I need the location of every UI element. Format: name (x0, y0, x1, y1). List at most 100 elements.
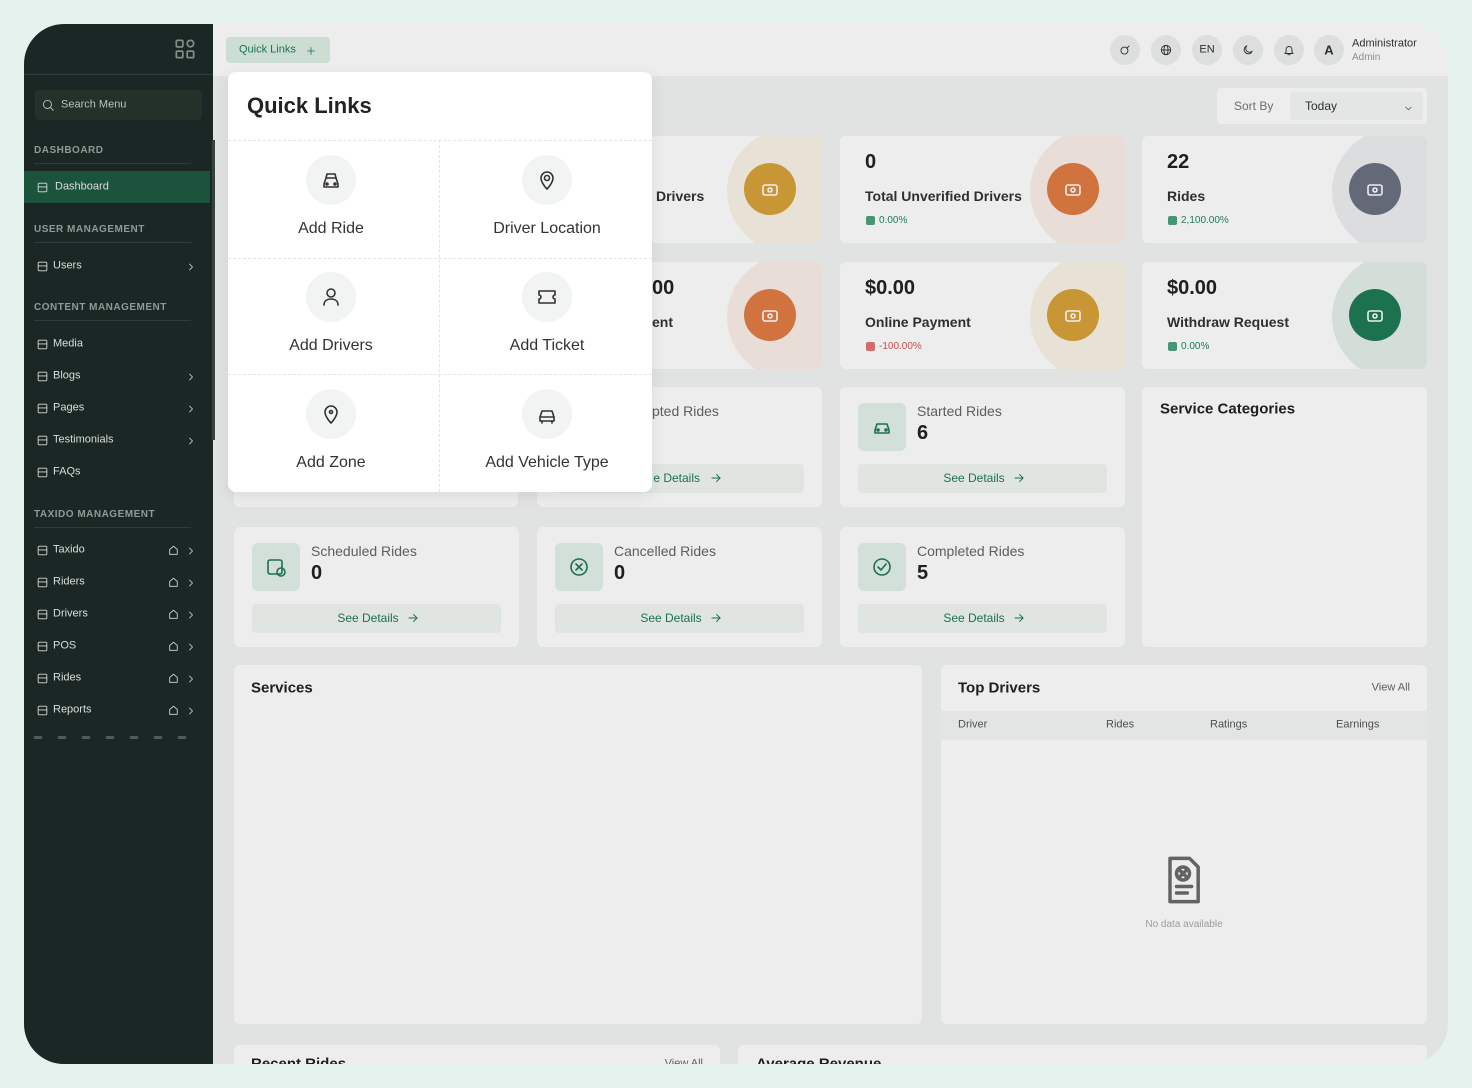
quick-link-label[interactable]: Add Ticket (509, 337, 585, 354)
see-details-button[interactable] (858, 604, 1107, 633)
menu-item[interactable]: Testimonials (53, 433, 114, 446)
popup-divider (228, 374, 652, 375)
see-details[interactable]: See Details (943, 611, 1005, 625)
quick-link-glyph (319, 402, 343, 426)
quick-link-label[interactable]: Driver Location (493, 220, 601, 237)
stat-icon-glyph (1363, 303, 1387, 327)
view-all[interactable]: View All (1371, 681, 1410, 694)
see-details[interactable]: See Details (640, 611, 702, 625)
menu-item[interactable]: Reports (53, 703, 92, 716)
sidebar-cutoff (34, 736, 194, 739)
quick-link-icon[interactable] (306, 155, 356, 205)
popup-divider (228, 140, 652, 141)
stat-label: Withdraw Request (1167, 314, 1289, 330)
see-details[interactable]: See Details (943, 471, 1005, 485)
quick-link-label[interactable]: Add Ride (298, 220, 364, 237)
quick-link-icon[interactable] (522, 272, 572, 322)
arrow (709, 471, 723, 485)
see-details[interactable]: See Details (337, 611, 399, 625)
chevron (185, 370, 197, 382)
stat-icon (1349, 163, 1401, 215)
topbar-icon-button[interactable] (1314, 35, 1344, 65)
search-icon (41, 98, 55, 112)
stat-icon (1047, 163, 1099, 215)
stat-icon (1349, 289, 1401, 341)
module-icon (167, 704, 180, 717)
menu-item[interactable]: Drivers (53, 607, 88, 620)
quick-link-label[interactable]: Add Vehicle Type (485, 454, 609, 471)
menu-item[interactable]: FAQs (53, 465, 81, 478)
view-all[interactable]: View All (664, 1057, 703, 1064)
menu-item[interactable]: Riders (53, 575, 85, 588)
stat-label: Rides (1167, 188, 1206, 204)
module-icon (167, 640, 180, 653)
stat-value: 22 (1167, 151, 1190, 173)
chevron (185, 576, 197, 588)
column-header: Ratings (1210, 718, 1248, 731)
menu-icon (36, 576, 49, 589)
sort-select[interactable] (1290, 92, 1423, 120)
quick-link-glyph (319, 168, 343, 192)
see-details-button[interactable] (555, 604, 804, 633)
card-title: Top Drivers (958, 679, 1041, 697)
quick-link-icon[interactable] (522, 389, 572, 439)
sort-label: Sort By (1234, 99, 1274, 113)
quick-link-label[interactable]: Add Zone (296, 454, 366, 471)
topbar-icon-button[interactable] (1110, 35, 1140, 65)
app-screen: Total Rides22IntercityRideRentalSchedule… (24, 24, 1448, 1064)
chevron (185, 260, 197, 272)
menu-icon (36, 370, 49, 383)
menu-item[interactable]: Dashboard (55, 180, 109, 193)
user-name: Administrator (1352, 37, 1417, 50)
menu-item[interactable]: Rides (53, 671, 82, 684)
stat-icon-glyph (758, 303, 782, 327)
stat-label: Total Unverified Drivers (865, 188, 1022, 204)
menu-icon (36, 608, 49, 621)
stat-change: 0.00% (879, 215, 908, 226)
topbar-icon-button[interactable] (1192, 35, 1222, 65)
stat-icon (744, 163, 796, 215)
search-placeholder: Search Menu (61, 98, 127, 111)
menu-item[interactable]: POS (53, 639, 77, 652)
quick-links-label[interactable]: Quick Links (239, 43, 296, 56)
ride-label: Completed Rides (917, 543, 1025, 559)
quick-links-button[interactable] (226, 37, 330, 63)
chevron (185, 640, 197, 652)
chevron (185, 608, 197, 620)
section-divider (34, 320, 191, 321)
search-box[interactable] (35, 90, 202, 120)
stat-value: 00 (652, 277, 675, 299)
column-header: Rides (1106, 718, 1135, 731)
ride-icon-glyph (870, 415, 894, 439)
ride-icon-glyph (264, 555, 288, 579)
menu-item[interactable]: Pages (53, 401, 85, 414)
topbar-icon-button[interactable] (1274, 35, 1304, 65)
user-role: Admin (1352, 52, 1381, 63)
chevron (185, 434, 197, 446)
menu-icon (36, 544, 49, 557)
see-details-button[interactable] (858, 464, 1107, 493)
card-title: Average Revenue (756, 1055, 882, 1065)
change-badge (1168, 216, 1177, 225)
menu-item[interactable]: Blogs (53, 369, 81, 382)
menu-item[interactable]: Taxido (53, 543, 85, 556)
quick-link-label[interactable]: Add Drivers (289, 337, 373, 354)
section-title: DASHBOARD (34, 145, 104, 156)
ride-value: 0 (614, 562, 626, 584)
quick-link-glyph (535, 402, 559, 426)
arrow (406, 611, 420, 625)
stat-icon-glyph (1061, 177, 1085, 201)
menu-item[interactable]: Media (53, 337, 83, 350)
menu-icon (36, 672, 49, 685)
arrow (1012, 611, 1026, 625)
menu-item[interactable]: Users (53, 259, 82, 272)
chevron (185, 672, 197, 684)
topbar-icon-button[interactable] (1233, 35, 1263, 65)
sort-value[interactable]: Today (1305, 99, 1338, 113)
see-details[interactable]: e Details (653, 471, 700, 485)
see-details-button[interactable] (252, 604, 501, 633)
topbar-icon (1159, 43, 1173, 57)
menu-icon (36, 640, 49, 653)
language: EN (1199, 43, 1215, 56)
empty-icon (1157, 854, 1209, 906)
